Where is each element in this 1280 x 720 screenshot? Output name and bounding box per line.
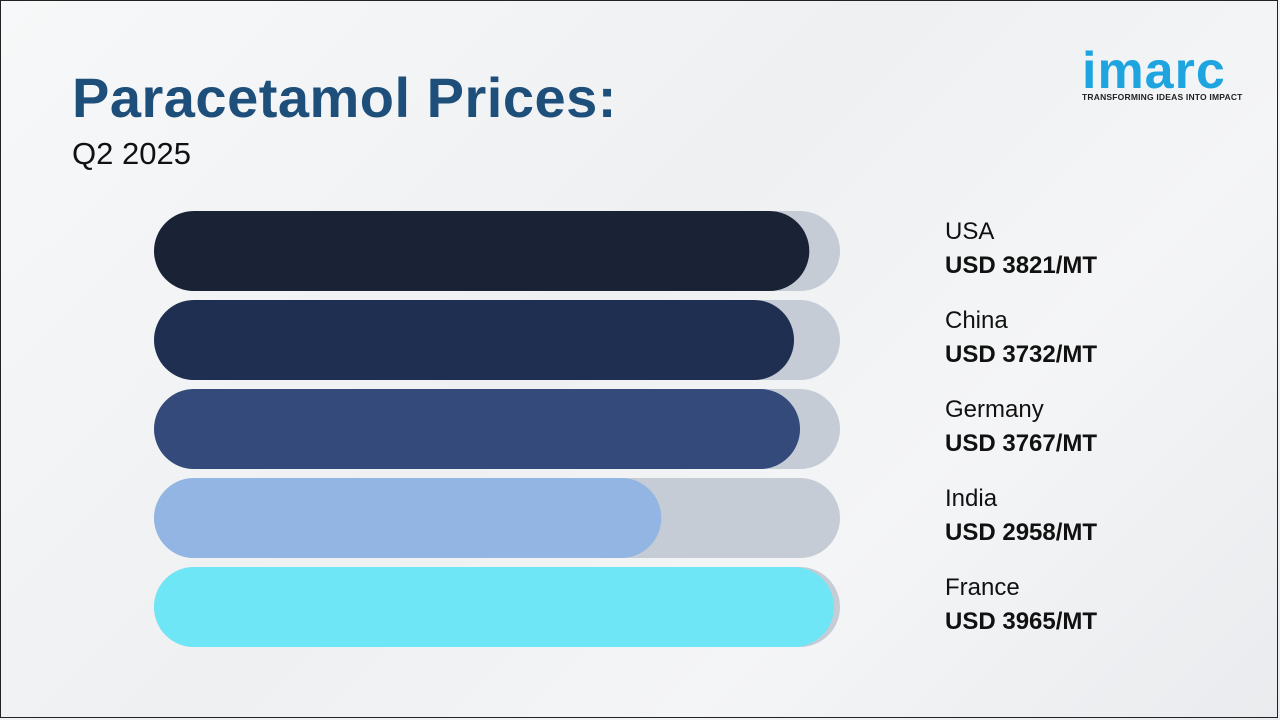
price-value: USD 2958/MT bbox=[945, 519, 1098, 546]
label-china: China USD 3732/MT bbox=[945, 307, 1097, 369]
bar-france bbox=[154, 567, 834, 647]
label-france: France USD 3965/MT bbox=[945, 574, 1097, 636]
label-usa: USA USD 3821/MT bbox=[945, 218, 1097, 280]
bar-india bbox=[154, 478, 662, 558]
country-name: USA bbox=[945, 218, 995, 245]
logo-tagline: TRANSFORMING IDEAS INTO IMPACT bbox=[1082, 92, 1243, 102]
label-germany: Germany USD 3767/MT bbox=[945, 396, 1097, 458]
bar-usa bbox=[154, 211, 810, 291]
price-value: USD 3821/MT bbox=[945, 252, 1098, 279]
page-subtitle: Q2 2025 bbox=[72, 136, 191, 171]
label-india: India USD 2958/MT bbox=[945, 485, 1097, 547]
country-name: Germany bbox=[945, 396, 1044, 423]
imarc-logo: imarc TRANSFORMING IDEAS INTO IMPACT bbox=[1080, 32, 1250, 104]
price-value: USD 3767/MT bbox=[945, 430, 1098, 457]
country-name: India bbox=[945, 485, 998, 512]
logo-wordmark: imarc bbox=[1082, 42, 1226, 100]
price-value: USD 3732/MT bbox=[945, 341, 1098, 368]
country-name: China bbox=[945, 307, 1008, 334]
page-title: Paracetamol Prices: bbox=[72, 66, 617, 129]
bar-germany bbox=[154, 389, 801, 469]
country-name: France bbox=[945, 574, 1020, 601]
bar-china bbox=[154, 300, 795, 380]
price-value: USD 3965/MT bbox=[945, 608, 1098, 635]
